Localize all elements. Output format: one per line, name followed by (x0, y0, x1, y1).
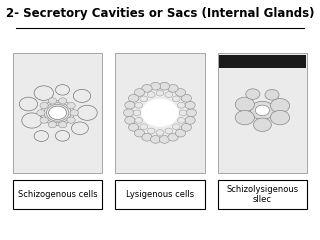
Circle shape (59, 98, 67, 104)
Circle shape (181, 124, 191, 131)
Circle shape (147, 92, 155, 97)
Circle shape (150, 82, 161, 90)
Circle shape (172, 124, 180, 130)
Bar (13, 180, 102, 209)
Circle shape (185, 117, 195, 124)
Circle shape (165, 128, 173, 134)
Circle shape (159, 136, 170, 143)
Text: Lysigenous cells: Lysigenous cells (126, 190, 194, 199)
Circle shape (235, 110, 254, 125)
Circle shape (168, 133, 178, 141)
Circle shape (270, 98, 290, 113)
Circle shape (181, 94, 191, 102)
Circle shape (125, 117, 135, 124)
Circle shape (48, 98, 57, 104)
Circle shape (142, 84, 152, 92)
Circle shape (129, 94, 139, 102)
Circle shape (67, 102, 75, 108)
Bar (115, 180, 205, 209)
Circle shape (135, 117, 142, 123)
Circle shape (70, 110, 78, 116)
Circle shape (185, 101, 195, 109)
Circle shape (172, 96, 180, 102)
Circle shape (175, 89, 186, 96)
Circle shape (142, 133, 152, 141)
Circle shape (186, 109, 196, 117)
Bar (218, 53, 307, 173)
Circle shape (255, 105, 269, 116)
Circle shape (129, 124, 139, 131)
Circle shape (168, 84, 178, 92)
Circle shape (140, 124, 148, 130)
Circle shape (156, 130, 164, 135)
Bar (218, 180, 307, 209)
Circle shape (49, 106, 67, 120)
Circle shape (235, 97, 254, 112)
Circle shape (141, 99, 179, 127)
Circle shape (135, 102, 142, 108)
Circle shape (147, 128, 155, 134)
Circle shape (178, 102, 185, 108)
Circle shape (175, 129, 186, 137)
Circle shape (270, 110, 290, 125)
Circle shape (134, 89, 145, 96)
Circle shape (140, 96, 148, 102)
Circle shape (179, 110, 187, 116)
Circle shape (165, 92, 173, 97)
Circle shape (134, 129, 145, 137)
Circle shape (265, 90, 279, 100)
Circle shape (178, 117, 185, 123)
Circle shape (40, 102, 48, 108)
Circle shape (159, 82, 170, 90)
Circle shape (59, 121, 67, 128)
Bar (13, 53, 102, 173)
Circle shape (246, 89, 260, 99)
Bar (219, 55, 306, 68)
Text: Schizogenous cells: Schizogenous cells (18, 190, 97, 199)
Circle shape (124, 109, 134, 117)
Circle shape (156, 90, 164, 96)
Circle shape (150, 136, 161, 143)
Text: Schizolysigenous
sllec: Schizolysigenous sllec (226, 185, 299, 204)
Circle shape (125, 101, 135, 109)
Circle shape (133, 110, 141, 116)
Bar (115, 53, 205, 173)
Circle shape (37, 110, 45, 116)
Circle shape (250, 101, 275, 120)
Circle shape (48, 121, 57, 128)
Circle shape (253, 118, 271, 132)
Circle shape (67, 117, 75, 123)
Text: 2- Secretory Cavities or Sacs (Internal Glands): 2- Secretory Cavities or Sacs (Internal … (6, 7, 314, 20)
Circle shape (40, 117, 48, 123)
